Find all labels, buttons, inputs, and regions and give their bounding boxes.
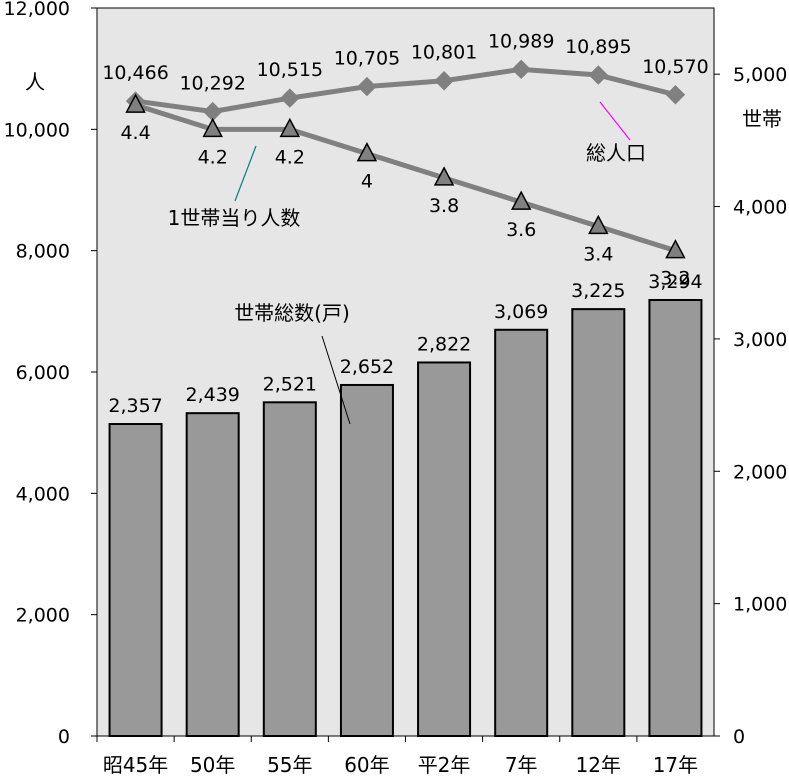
per-household-annotation: 1世帯当り人数 — [168, 206, 301, 230]
population-value-label: 10,705 — [334, 48, 400, 70]
bar — [339, 383, 394, 737]
right-axis-tick-label: 3,000 — [733, 329, 787, 351]
left-axis-tick-label: 10,000 — [4, 119, 70, 141]
x-axis-category-label: 7年 — [505, 753, 538, 777]
x-axis-category-label: 17年 — [653, 753, 698, 777]
population-value-label: 10,292 — [179, 73, 245, 95]
bar — [648, 298, 703, 737]
right-axis-tick-label: 4,000 — [733, 197, 787, 219]
population-marker — [511, 59, 531, 80]
per-household-marker — [433, 166, 455, 186]
population-line — [135, 66, 677, 115]
per-household-marker — [665, 239, 686, 259]
per-household-marker — [510, 190, 532, 210]
left-axis-tick-label: 2,000 — [16, 605, 70, 627]
left-axis-tick-label: 8,000 — [16, 241, 70, 263]
bar — [108, 423, 163, 737]
right-axis-unit-label: 世帯 — [742, 107, 782, 131]
per-household-value-label: 3.6 — [506, 219, 536, 241]
households-annotation-leader — [321, 335, 351, 425]
x-axis-category-label: 50年 — [190, 753, 235, 777]
left-axis-tick-label: 12,000 — [4, 0, 70, 20]
population-marker — [280, 88, 300, 108]
x-axis-category-label: 平2年 — [418, 753, 471, 777]
per-household-marker — [356, 141, 378, 162]
left-axis-tick-label: 6,000 — [16, 362, 70, 384]
x-axis-category-label: 12年 — [576, 753, 621, 777]
per-household-value-label: 4.2 — [198, 146, 228, 168]
per-household-marker — [279, 117, 301, 138]
bar — [494, 328, 549, 737]
x-axis-category-label: 55年 — [267, 753, 312, 777]
per-household-marker — [125, 93, 146, 113]
per-household-marker — [588, 214, 609, 235]
per-household-marker — [202, 117, 223, 138]
population-marker — [665, 85, 686, 105]
bar-value-label: 2,439 — [185, 384, 239, 406]
labels-layer: 2,357 2,439 2,521 2,652 2,822 3,069 3,225 3,294… — [102, 30, 708, 417]
axes-layer: 0 2,000 4,000 6,000 8,000 10,000 12,000 0 1,000 2… — [4, 0, 788, 777]
population-value-label: 10,801 — [411, 42, 477, 64]
bar-value-label: 3,069 — [494, 301, 548, 323]
right-axis-tick-label: 0 — [733, 726, 745, 748]
households-annotation: 世帯総数(戸) — [234, 301, 350, 325]
per-household-value-label: 4.4 — [120, 122, 150, 144]
bar-value-label: 3,225 — [571, 280, 625, 302]
x-axis-category-label: 昭45年 — [103, 753, 168, 777]
bar — [571, 308, 626, 737]
left-axis-unit-label: 人 — [25, 70, 45, 94]
per-household-value-label: 3.8 — [429, 195, 459, 217]
population-value-label: 10,895 — [565, 36, 631, 58]
left-axis-tick-label: 4,000 — [16, 483, 70, 505]
bar-value-label: 2,521 — [263, 373, 317, 395]
per-household-value-label: 4 — [361, 171, 373, 193]
x-axis-category-label: 60年 — [344, 753, 389, 777]
right-axis-tick-label: 2,000 — [733, 461, 787, 483]
bars-layer — [108, 298, 703, 737]
population-marker — [434, 71, 454, 91]
per-household-value-label: 3.2 — [660, 268, 690, 290]
bar-value-label: 3,294 — [648, 271, 702, 293]
per-household-value-label: 4.2 — [275, 146, 305, 168]
population-value-label: 10,466 — [102, 62, 168, 84]
population-value-label: 10,989 — [488, 30, 554, 52]
bar-value-label: 2,822 — [417, 333, 471, 355]
right-axis-tick-label: 1,000 — [733, 594, 787, 616]
population-annotation-leader — [599, 101, 631, 141]
left-axis-tick-label: 0 — [58, 726, 70, 748]
population-marker — [357, 76, 377, 97]
right-axis-tick-label: 5,000 — [733, 64, 787, 86]
bar-value-label: 2,652 — [340, 356, 394, 378]
per-household-line — [134, 102, 677, 254]
bar-value-label: 2,357 — [108, 395, 162, 417]
population-annotation: 総人口 — [586, 141, 646, 165]
population-marker — [588, 65, 609, 85]
bar — [417, 361, 472, 737]
per-household-value-label: 3.4 — [583, 243, 613, 265]
population-value-label: 10,515 — [257, 59, 323, 81]
population-value-label: 10,570 — [642, 56, 708, 78]
bar — [185, 412, 240, 737]
per-household-annotation-leader — [234, 145, 257, 202]
bar — [262, 401, 317, 737]
lines-layer — [125, 59, 686, 259]
